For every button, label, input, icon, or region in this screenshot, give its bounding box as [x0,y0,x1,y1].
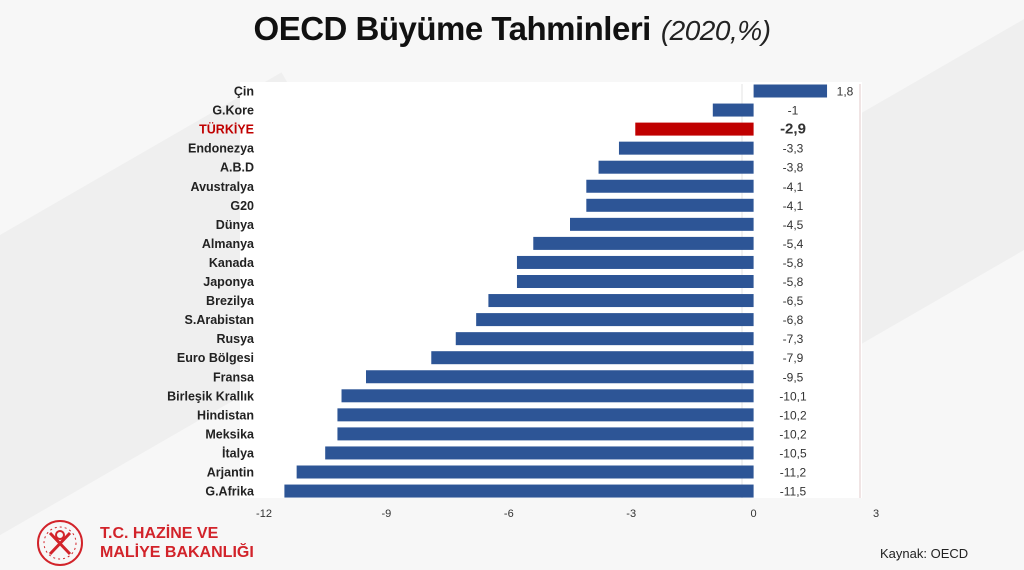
category-label: G.Afrika [205,485,255,499]
x-tick-label: 0 [751,508,757,520]
category-label: Hindistan [197,408,254,422]
bar [455,332,754,346]
bar [533,236,754,250]
data-label: -10,1 [779,389,807,403]
bar [337,427,754,441]
data-label: -11,2 [780,466,807,480]
data-label: -1 [788,104,799,118]
category-label: Endonezya [188,142,255,156]
category-label: Euro Bölgesi [177,351,254,365]
category-label: İtalya [222,445,255,460]
data-label: -2,9 [780,121,806,138]
bar [635,122,754,136]
bar [712,103,754,117]
x-tick-label: -6 [504,508,514,520]
bar [476,313,754,327]
bar [284,484,754,498]
data-label: -6,8 [783,313,804,327]
bar [586,198,754,212]
brand-line-2: MALİYE BAKANLIĞI [100,544,254,561]
category-label: TÜRKİYE [199,122,254,137]
data-label: -4,5 [783,218,804,232]
category-label: G.Kore [212,104,254,118]
bar [598,160,754,174]
category-label: Arjantin [207,466,254,480]
category-label: Fransa [213,370,255,384]
category-label: Dünya [216,218,255,232]
category-label: Rusya [216,332,255,346]
category-label: Japonya [203,275,255,289]
bar [753,84,828,98]
data-label: 1,8 [837,85,854,99]
bar [570,217,754,231]
chart-title: OECD Büyüme Tahminleri (2020,%) [0,10,1024,48]
category-label: Birleşik Krallık [167,389,254,403]
x-tick-label: -3 [626,508,636,520]
data-label: -9,5 [783,370,804,384]
category-label: Almanya [202,237,255,251]
bar [337,408,754,422]
category-label: Kanada [209,256,255,270]
data-label: -7,9 [783,351,804,365]
x-tick-label: -12 [256,508,272,520]
category-label: Avustralya [191,180,256,194]
data-label: -5,8 [783,275,804,289]
category-label: A.B.D [220,161,254,175]
data-label: -4,1 [783,180,804,194]
bar [516,275,754,288]
data-label: -3,8 [783,161,804,175]
category-label: Brezilya [206,294,255,308]
data-label: -10,2 [779,427,807,441]
bar [366,370,754,384]
bar [431,351,754,365]
data-label: -4,1 [783,199,804,213]
x-tick-label: 3 [873,508,879,520]
bar [296,465,754,479]
chart-subtitle: (2020,%) [660,15,771,46]
bar [516,255,754,269]
bar [618,141,754,155]
bar [341,389,754,403]
data-label: -3,3 [783,142,804,156]
category-label: G20 [230,199,254,213]
data-label: -10,2 [779,408,807,422]
bar [586,179,754,193]
data-label: -11,5 [780,485,807,499]
title-text: OECD Büyüme Tahminleri [253,10,652,47]
x-tick-label: -9 [382,508,392,520]
data-label: -6,5 [783,294,804,308]
bar [325,446,754,460]
data-label: -7,3 [783,332,804,346]
bar [488,294,754,308]
data-label: -5,4 [783,237,804,251]
data-label: -10,5 [779,446,807,460]
category-label: Meksika [205,427,255,441]
source-note: Kaynak: OECD [880,546,969,561]
ministry-name: T.C. HAZİNE VE MALİYE BAKANLIĞI [100,524,254,562]
category-label: Çin [234,85,254,99]
category-label: S.Arabistan [185,313,254,327]
ministry-logo-icon [37,520,83,566]
data-label: -5,8 [783,256,804,270]
brand-line-1: T.C. HAZİNE VE [100,525,219,542]
